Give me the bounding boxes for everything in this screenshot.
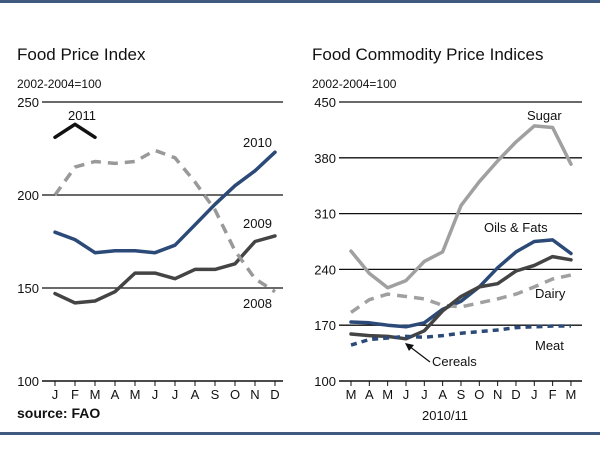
series-label-2011: 2011	[68, 108, 96, 123]
series-line-2010	[53, 150, 277, 255]
y-tick-label: 380	[314, 151, 336, 166]
x-tick-label: F	[71, 387, 79, 402]
series-line-2011	[53, 122, 97, 140]
series-label-cereals: Cereals	[432, 354, 477, 369]
x-tick-label: O	[474, 387, 484, 402]
series-line-sugar	[349, 124, 573, 290]
x-tick-label: M	[90, 387, 101, 402]
x-tick-label: D	[511, 387, 520, 402]
x-tick-label: S	[211, 387, 220, 402]
x-tick-label: A	[191, 387, 200, 402]
x-tick-label: A	[365, 387, 374, 402]
chart-title: Food Commodity Price Indices	[312, 45, 543, 64]
y-tick-label: 310	[314, 207, 336, 222]
series-label-2010: 2010	[243, 135, 272, 150]
y-tick-label: 170	[314, 318, 336, 333]
top-rule	[0, 0, 600, 3]
bottom-rule	[0, 432, 600, 435]
series-line-2009	[53, 234, 277, 305]
x-tick-label: J	[531, 387, 538, 402]
x-tick-label: A	[111, 387, 120, 402]
x-tick-label: M	[346, 387, 357, 402]
chart-title: Food Price Index	[17, 45, 146, 64]
x-tick-label: J	[421, 387, 428, 402]
x-tick-label: J	[52, 387, 59, 402]
y-axis-label: 2002-2004=100	[17, 77, 102, 91]
y-tick-label: 100	[17, 374, 39, 389]
series-label-sugar: Sugar	[527, 108, 562, 123]
series-label-2009: 2009	[243, 216, 272, 231]
x-tick-label: N	[250, 387, 259, 402]
x-tick-label: J	[152, 387, 159, 402]
x-axis-label: 2010/11	[422, 408, 468, 423]
y-tick-label: 200	[17, 188, 39, 203]
cereals-leader-line	[408, 345, 431, 363]
x-tick-label: J	[172, 387, 179, 402]
x-tick-label: J	[403, 387, 410, 402]
food-price-index-chart: Food Price Index 2002-2004=100 100 150 200…	[17, 45, 283, 402]
food-commodity-price-indices-chart: Food Commodity Price Indices 2002-2004=1…	[312, 45, 582, 423]
y-axis-label: 2002-2004=100	[312, 77, 397, 91]
y-tick-label: 100	[314, 374, 336, 389]
x-tick-label: N	[493, 387, 502, 402]
x-tick-label: O	[230, 387, 240, 402]
x-tick-label: A	[438, 387, 447, 402]
cereals-arrowhead	[405, 343, 414, 351]
series-line-oils-and-fats	[349, 238, 573, 329]
x-tick-label: M	[566, 387, 577, 402]
x-tick-label: F	[549, 387, 557, 402]
series-label-meat: Meat	[535, 338, 564, 353]
series-line-dairy	[350, 273, 572, 314]
y-tick-label: 150	[17, 281, 39, 296]
x-tick-label: M	[130, 387, 141, 402]
x-tick-label: D	[270, 387, 279, 402]
x-tick-label: S	[457, 387, 466, 402]
y-tick-label: 450	[314, 95, 336, 110]
series-label-dairy: Dairy	[535, 286, 566, 301]
series-label-2008: 2008	[243, 296, 272, 311]
x-tick-label: M	[382, 387, 393, 402]
y-tick-label: 240	[314, 262, 336, 277]
series-line-2008	[53, 148, 276, 294]
series-label-oils-and-fats: Oils & Fats	[484, 220, 548, 235]
series-line-meat	[350, 324, 571, 347]
y-tick-label: 250	[17, 95, 39, 110]
source-note: source: FAO	[17, 405, 101, 421]
